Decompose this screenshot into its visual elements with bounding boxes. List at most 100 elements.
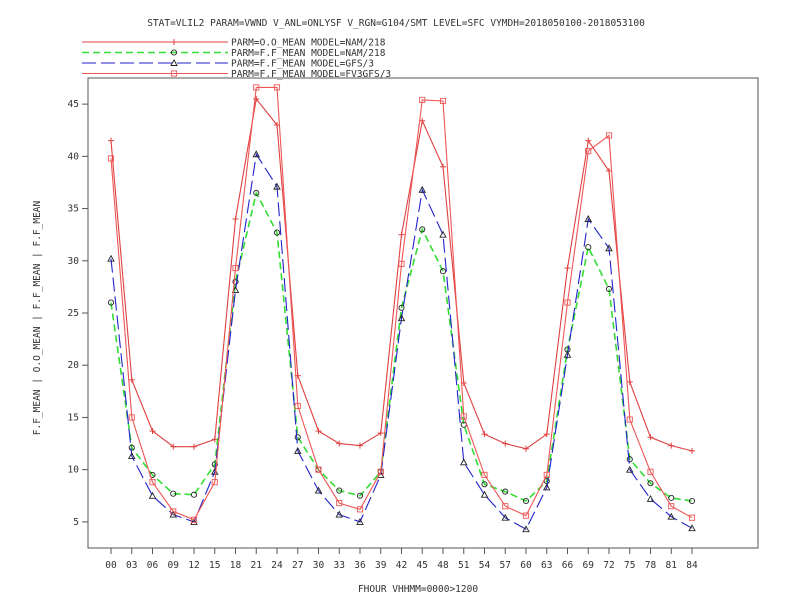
data-point bbox=[647, 480, 654, 487]
data-point bbox=[398, 304, 405, 311]
data-point bbox=[149, 479, 156, 486]
y-tick-label: 15 bbox=[68, 412, 79, 423]
x-tick-label: 48 bbox=[437, 560, 449, 571]
data-point bbox=[211, 479, 218, 486]
data-point bbox=[356, 517, 364, 525]
data-point bbox=[170, 508, 177, 515]
y-tick-label: 30 bbox=[68, 256, 80, 267]
data-point bbox=[107, 299, 115, 306]
legend-label: PARM=F.F_MEAN MODEL=GFS/3 bbox=[231, 59, 374, 70]
y-axis: 5 10 15 20 25 30 35 40 45 bbox=[68, 99, 88, 528]
series-1 bbox=[108, 95, 695, 454]
data-point bbox=[314, 486, 323, 494]
data-point bbox=[481, 481, 488, 488]
data-point bbox=[440, 163, 446, 170]
x-tick-label: 57 bbox=[500, 560, 511, 571]
y-axis-label: F.F_MEAN | O.O_MEAN | F.F_MEAN | F.F_MEA… bbox=[32, 200, 43, 435]
data-point bbox=[190, 517, 198, 525]
series-line bbox=[110, 97, 693, 452]
data-point bbox=[502, 440, 509, 447]
data-point bbox=[294, 434, 301, 441]
x-tick-label: 03 bbox=[126, 560, 137, 571]
data-point bbox=[336, 440, 343, 447]
x-tick-label: 51 bbox=[458, 560, 470, 571]
data-point bbox=[273, 229, 281, 236]
data-point bbox=[170, 59, 178, 66]
y-tick-label: 10 bbox=[68, 465, 80, 476]
data-point bbox=[253, 95, 260, 102]
x-tick-label: 33 bbox=[334, 560, 345, 571]
data-point bbox=[356, 506, 364, 513]
data-point bbox=[149, 428, 156, 435]
data-point bbox=[293, 446, 302, 454]
data-point bbox=[522, 525, 530, 533]
data-point bbox=[605, 132, 613, 139]
data-point bbox=[502, 503, 509, 510]
data-point bbox=[419, 117, 426, 124]
series-line bbox=[110, 86, 693, 521]
series-4 bbox=[107, 84, 696, 523]
data-point bbox=[668, 494, 675, 501]
x-tick-label: 36 bbox=[354, 560, 366, 571]
series-line bbox=[110, 190, 693, 502]
data-point bbox=[128, 444, 135, 451]
x-tick-label: 00 bbox=[105, 560, 117, 571]
data-point bbox=[253, 84, 260, 91]
data-point bbox=[397, 314, 406, 322]
legend-label: PARM=F.F_MEAN MODEL=FV3GFS/3 bbox=[231, 69, 391, 80]
x-tick-label: 21 bbox=[251, 560, 263, 571]
x-tick-label: 69 bbox=[583, 560, 595, 571]
x-tick-label: 06 bbox=[147, 560, 159, 571]
legend: PARM=O.O_MEAN MODEL=NAM/218PARM=F.F_MEAN… bbox=[82, 38, 391, 80]
data-point bbox=[273, 182, 281, 190]
legend-label: PARM=F.F_MEAN MODEL=NAM/218 bbox=[231, 48, 386, 59]
data-point bbox=[377, 468, 384, 475]
plot-frame bbox=[87, 77, 759, 549]
data-point bbox=[418, 185, 427, 193]
data-point bbox=[127, 452, 136, 460]
data-point bbox=[419, 96, 426, 103]
data-point bbox=[626, 456, 633, 463]
x-axis: 00 03 06 09 12 15 18 21 24 27 30 33 36 39 42 45 48 51 54 57… bbox=[105, 548, 698, 571]
data-point bbox=[625, 465, 634, 473]
data-point bbox=[273, 84, 281, 91]
y-tick-label: 40 bbox=[68, 151, 80, 162]
data-point bbox=[501, 513, 510, 521]
data-point bbox=[543, 431, 550, 438]
y-tick-label: 35 bbox=[68, 204, 79, 215]
data-point bbox=[232, 265, 239, 272]
data-point bbox=[481, 431, 488, 438]
x-tick-label: 24 bbox=[271, 560, 283, 571]
x-tick-label: 42 bbox=[396, 560, 407, 571]
series-line bbox=[110, 152, 693, 530]
data-point bbox=[170, 70, 178, 77]
data-point bbox=[523, 445, 529, 452]
x-tick-label: 39 bbox=[375, 560, 387, 571]
data-point bbox=[585, 244, 592, 251]
y-tick-label: 25 bbox=[68, 308, 79, 319]
series-layer bbox=[107, 84, 696, 533]
data-point bbox=[688, 524, 696, 532]
data-point bbox=[585, 137, 592, 144]
data-point bbox=[336, 500, 343, 507]
y-tick-label: 20 bbox=[68, 360, 80, 371]
data-point bbox=[481, 471, 488, 478]
data-point bbox=[459, 458, 468, 466]
data-point bbox=[315, 428, 322, 435]
x-tick-label: 75 bbox=[624, 560, 635, 571]
data-point bbox=[211, 436, 218, 443]
data-point bbox=[626, 416, 633, 423]
data-point bbox=[585, 148, 592, 155]
data-point bbox=[191, 443, 197, 450]
data-point bbox=[647, 468, 654, 475]
data-point bbox=[605, 285, 613, 293]
data-point bbox=[377, 430, 384, 437]
data-point bbox=[460, 413, 467, 420]
data-point bbox=[543, 471, 550, 478]
data-point bbox=[170, 49, 178, 56]
data-point bbox=[315, 466, 322, 473]
data-point bbox=[564, 299, 571, 306]
x-tick-label: 15 bbox=[209, 560, 220, 571]
data-point bbox=[252, 150, 261, 158]
